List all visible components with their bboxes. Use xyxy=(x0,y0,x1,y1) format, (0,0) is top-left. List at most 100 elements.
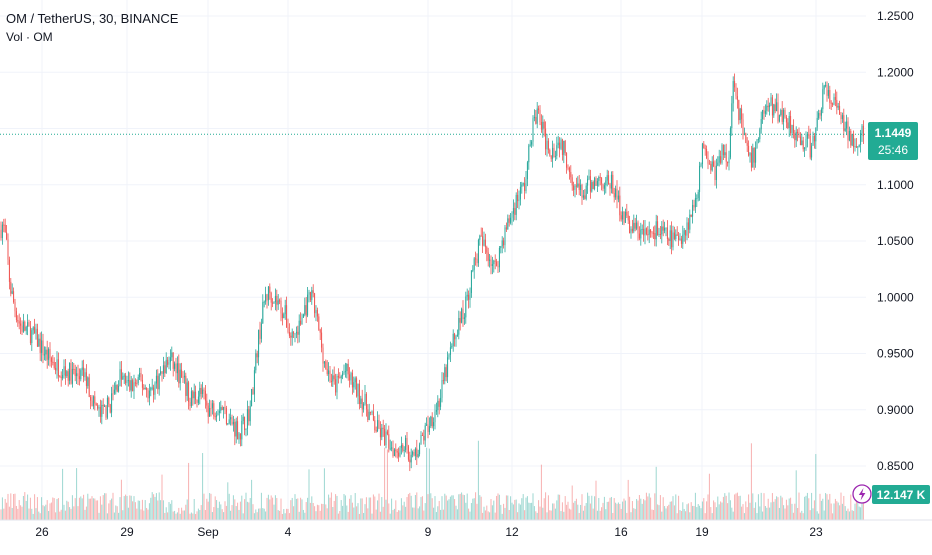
volume-bar xyxy=(500,504,502,520)
candle-body xyxy=(209,408,211,417)
candle-body xyxy=(11,291,13,294)
volume-bar xyxy=(820,500,822,520)
volume-bar xyxy=(519,504,521,520)
candle-body xyxy=(546,140,548,150)
candle-body xyxy=(49,349,51,358)
candle-body xyxy=(53,362,55,368)
volume-bar xyxy=(129,495,131,520)
candle-body xyxy=(297,331,299,335)
volume-bar xyxy=(192,513,194,520)
volume-bar xyxy=(127,507,129,520)
candle-body xyxy=(685,230,687,236)
volume-bar xyxy=(557,494,559,520)
candle-body xyxy=(188,382,190,403)
candle-body xyxy=(148,390,150,399)
candle-body xyxy=(354,378,356,383)
volume-bar xyxy=(385,499,387,520)
volume-bar xyxy=(550,510,552,520)
volume-bar xyxy=(601,507,603,520)
candle-body xyxy=(109,404,111,413)
volume-bar xyxy=(304,512,306,520)
volume-bar xyxy=(435,512,437,520)
volume-bar xyxy=(203,493,205,520)
volume-bar xyxy=(836,501,838,520)
candle-body xyxy=(204,390,206,401)
candle-body xyxy=(239,433,241,440)
candle-body xyxy=(314,293,316,314)
candle-body xyxy=(276,295,278,305)
candle-body xyxy=(711,161,713,171)
volume-bar xyxy=(0,509,2,520)
candle-body xyxy=(309,292,311,300)
volume-bar xyxy=(827,499,829,520)
candle-body xyxy=(435,410,437,412)
candle-body xyxy=(713,161,715,167)
volume-bar xyxy=(169,503,171,520)
volume-bar xyxy=(480,496,482,520)
volume-bar xyxy=(526,496,528,520)
candle-body xyxy=(750,152,752,168)
candle-body xyxy=(301,317,303,325)
volume-bar xyxy=(174,510,176,520)
candle-body xyxy=(689,214,691,230)
volume-bar xyxy=(301,499,303,520)
volume-bar xyxy=(787,505,789,520)
volume-bar xyxy=(449,496,451,520)
volume-bar xyxy=(283,509,285,520)
volume-bar xyxy=(644,500,646,520)
volume-bar xyxy=(456,509,458,520)
candle-body xyxy=(626,211,628,216)
volume-bar xyxy=(532,493,534,520)
candle-body xyxy=(553,147,555,157)
candle-body xyxy=(294,333,296,335)
candle-body xyxy=(6,232,8,240)
candle-body xyxy=(270,292,272,303)
candle-body xyxy=(792,124,794,134)
volume-indicator[interactable]: 12.147 K xyxy=(852,484,930,504)
candle-body xyxy=(861,125,863,134)
volume-bar xyxy=(160,500,162,520)
candle-body xyxy=(241,420,243,440)
volume-bar xyxy=(713,500,715,520)
price-axis[interactable]: 0.85000.90000.95001.00001.05001.10001.15… xyxy=(866,0,932,520)
volume-bar xyxy=(760,492,762,520)
time-tick-label: 12 xyxy=(505,525,519,539)
candle-body xyxy=(336,375,338,393)
volume-bar xyxy=(549,510,551,520)
candle-body xyxy=(66,371,68,377)
candle-body xyxy=(816,117,818,128)
time-axis[interactable]: 26 29 Sep 4 9 12 16 19 23 xyxy=(0,519,932,539)
candle-body xyxy=(784,109,786,117)
volume-bar xyxy=(67,501,69,520)
candle-body xyxy=(486,247,488,253)
volume-legend[interactable]: Vol · OM xyxy=(6,30,53,44)
volume-bar xyxy=(638,495,640,520)
volume-bar xyxy=(720,501,722,520)
volume-bar xyxy=(619,503,621,520)
volume-bar xyxy=(536,512,538,520)
candle-body xyxy=(570,171,572,178)
volume-bar xyxy=(199,510,201,520)
candle-body xyxy=(31,330,33,344)
candle-body xyxy=(476,258,478,264)
symbol-title[interactable]: OM / TetherUS, 30, BINANCE xyxy=(6,11,179,26)
volume-bar xyxy=(727,503,729,520)
volume-bar xyxy=(393,508,395,520)
candle-body xyxy=(673,232,675,239)
volume-bar xyxy=(332,506,334,520)
volume-bar xyxy=(487,511,489,520)
volume-bar xyxy=(123,496,125,520)
volume-bar xyxy=(441,496,443,520)
volume-bar xyxy=(172,511,174,520)
candle-body xyxy=(406,438,408,447)
candle-body xyxy=(491,264,493,267)
candle-body xyxy=(827,90,829,96)
volume-bar xyxy=(83,494,85,520)
volume-bar xyxy=(668,504,670,520)
candle-body xyxy=(556,145,558,156)
candle-body xyxy=(559,142,561,149)
candle-body xyxy=(624,211,626,223)
volume-bar xyxy=(561,502,563,520)
